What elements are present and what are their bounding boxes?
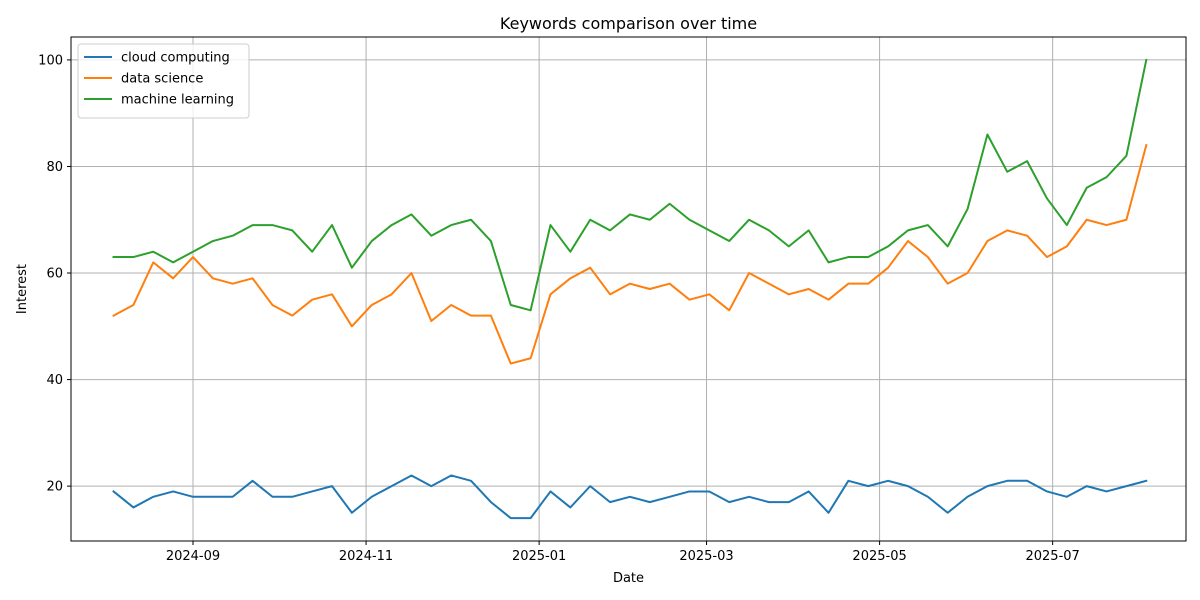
x-tick-label: 2025-01 <box>512 549 566 564</box>
series-line-machine-learning <box>112 58 1148 312</box>
chart-title: Keywords comparison over time <box>500 14 757 33</box>
x-tick-label: 2025-03 <box>679 549 733 564</box>
y-tick-label: 20 <box>46 480 63 495</box>
legend-box <box>77 43 250 119</box>
x-tick-label: 2024-09 <box>166 549 220 564</box>
series-line-data-science <box>112 143 1148 365</box>
legend-entry-label: machine learning <box>121 93 234 108</box>
y-tick-label: 80 <box>46 160 63 175</box>
y-tick-label: 100 <box>38 53 63 68</box>
axis-ticks: 2024-09 2024-11 2025-01 2025-03 2025-05 2025-… <box>38 53 1080 564</box>
grid-lines <box>71 37 1186 541</box>
x-tick-label: 2025-07 <box>1025 549 1079 564</box>
series-line-cloud-computing <box>112 474 1148 520</box>
plot-frame <box>70 36 1187 542</box>
legend-entry-label: cloud computing <box>121 51 230 66</box>
x-axis-label: Date <box>613 571 644 586</box>
x-tick-label: 2024-11 <box>339 549 393 564</box>
x-tick-label: 2025-05 <box>852 549 906 564</box>
y-axis-label: Interest <box>15 264 30 314</box>
legend: cloud computing data science machine learn… <box>77 43 250 119</box>
series-layer <box>112 58 1148 520</box>
y-tick-label: 40 <box>46 373 63 388</box>
legend-entry-label: data science <box>121 72 203 87</box>
y-tick-label: 60 <box>46 267 63 282</box>
